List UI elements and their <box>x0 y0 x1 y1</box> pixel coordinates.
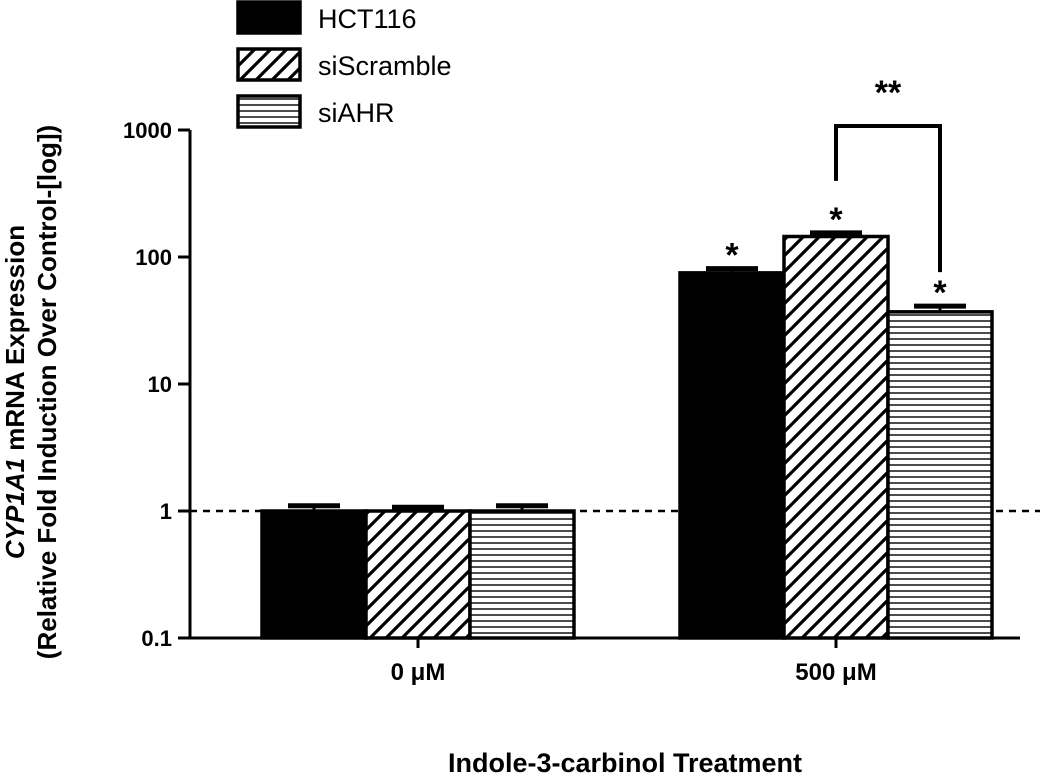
legend-swatch <box>236 94 302 129</box>
bar <box>364 509 472 640</box>
significance-star: * <box>829 201 843 239</box>
y-tick-label: 10 <box>148 372 172 397</box>
y-tick-label: 100 <box>135 245 172 270</box>
significance-star: * <box>933 274 947 312</box>
legend-label: HCT116 <box>318 4 417 34</box>
y-axis-title-italic: CYP1A1 <box>0 458 30 559</box>
x-tick-label: 0 μM <box>391 659 446 686</box>
significance-double-star: ** <box>875 74 902 112</box>
y-tick-label: 1 <box>160 499 172 524</box>
x-tick-label: 500 μM <box>795 659 876 686</box>
y-axis-title: CYP1A1 mRNA Expression (Relative Fold In… <box>0 125 62 659</box>
legend-swatch <box>236 47 302 82</box>
x-axis-title: Indole-3-carbinol Treatment <box>448 748 802 778</box>
legend-label: siScramble <box>318 51 452 81</box>
significance-bracket <box>834 124 942 273</box>
bar <box>886 310 994 640</box>
bar <box>678 271 786 640</box>
legend-label: siAHR <box>318 98 395 128</box>
bar <box>468 509 576 640</box>
y-axis-title-rest: mRNA Expression <box>0 225 30 458</box>
y-tick-label: 1000 <box>123 118 172 143</box>
y-axis-title-line2: (Relative Fold Induction Over Control-[l… <box>32 125 62 659</box>
bar <box>782 234 890 640</box>
y-tick-label: 0.1 <box>141 626 172 651</box>
svg-text:CYP1A1 mRNA Expression: CYP1A1 mRNA Expression <box>0 225 30 559</box>
legend: HCT116 siScramble siAHR <box>236 0 452 129</box>
significance-star: * <box>725 237 739 275</box>
legend-swatch <box>236 0 302 35</box>
bar <box>260 509 368 640</box>
